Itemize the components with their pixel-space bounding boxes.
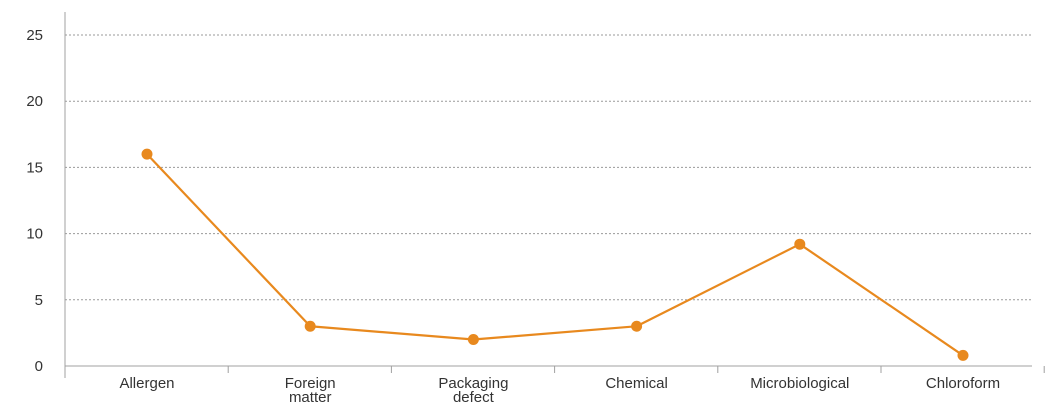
x-tick-label-line: Allergen xyxy=(119,375,174,392)
y-tick-label: 5 xyxy=(35,292,43,309)
data-point xyxy=(957,349,969,361)
grid-lines xyxy=(65,34,1032,301)
x-tick-label: Packaging defect xyxy=(438,375,508,406)
x-tick-label-line: Chemical xyxy=(605,375,668,392)
x-tick-label-line: Microbiological xyxy=(750,375,849,392)
data-point xyxy=(304,320,316,332)
x-tick-label: Chemical xyxy=(605,375,668,392)
y-tick-label: 10 xyxy=(26,226,43,243)
x-tick-label: Chloroform xyxy=(926,375,1000,392)
x-tick-label-line: Packaging xyxy=(438,375,508,392)
y-tick-labels: 0 5 10 15 20 25 xyxy=(26,27,43,375)
data-point xyxy=(467,334,479,346)
x-tick-label-line: Foreign xyxy=(285,375,336,392)
axes xyxy=(64,12,1045,378)
x-tick-label-line: matter xyxy=(289,389,332,406)
series-line xyxy=(146,153,964,357)
x-tick-label: Allergen xyxy=(119,375,174,392)
x-tick-label-line: defect xyxy=(453,389,495,406)
data-point xyxy=(794,238,806,250)
y-tick-label: 25 xyxy=(26,27,43,44)
data-point xyxy=(631,320,643,332)
x-tick-label: Foreign matter xyxy=(285,375,336,406)
x-tick-label: Microbiological xyxy=(750,375,849,392)
series xyxy=(141,148,969,361)
x-tick-labels: Allergen Foreign matter Packaging defect Chem… xyxy=(119,375,1000,406)
y-tick-label: 20 xyxy=(26,93,43,110)
data-point xyxy=(141,148,153,160)
x-tick-label-line: Chloroform xyxy=(926,375,1000,392)
y-tick-label: 0 xyxy=(35,358,43,375)
y-tick-label: 15 xyxy=(26,159,43,176)
